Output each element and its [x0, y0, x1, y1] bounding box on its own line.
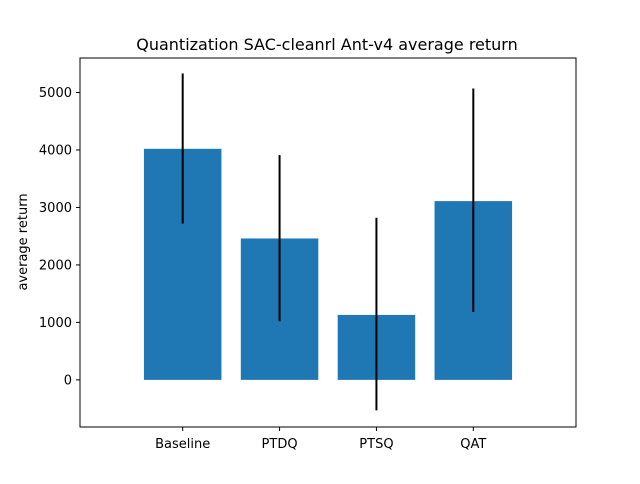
y-tick-label: 3000: [39, 201, 72, 216]
y-tick-label: 0: [64, 373, 72, 388]
x-tick-label: PTSQ: [359, 437, 393, 452]
error-bars-layer: [181, 73, 475, 411]
y-tick-label: 1000: [39, 316, 72, 331]
y-axis-label: average return: [16, 193, 31, 290]
y-tick-label: 4000: [39, 143, 72, 158]
y-tick-label: 5000: [39, 86, 72, 101]
y-tick-label: 2000: [39, 258, 72, 273]
plot-area-frame: [79, 57, 577, 428]
chart-title: Quantization SAC-cleanrl Ant-v4 average …: [136, 35, 517, 54]
x-tick-label: QAT: [460, 437, 486, 452]
y-axis-ticks: 0 1000 2000 3000 4000 5000: [39, 86, 80, 388]
x-tick-label: Baseline: [155, 437, 210, 452]
x-tick-label: PTDQ: [262, 437, 298, 452]
x-axis-ticks: Baseline PTDQ PTSQ QAT: [155, 427, 486, 452]
